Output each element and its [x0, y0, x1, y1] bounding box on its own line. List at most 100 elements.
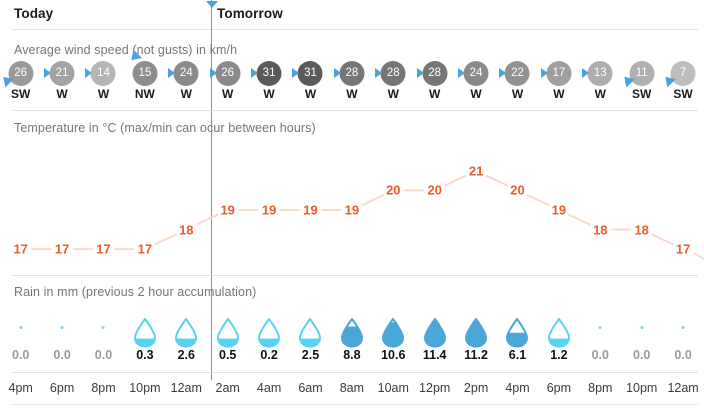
temperature-value-label: 19 [344, 202, 360, 218]
rain-value-label: 2.6 [177, 348, 195, 362]
temperature-value-label: 18 [179, 222, 194, 238]
time-label: 2am [215, 381, 240, 395]
wind-column: 17 W [538, 59, 579, 111]
wind-column: 28 W [331, 59, 372, 111]
day-label-today: Today [14, 6, 54, 21]
wind-row: 26 SW 21 W 14 W 15 NW 24 W 26 W 31 W 31 W 28 W 28 W 28 W 24 W 22… [0, 49, 704, 111]
wind-speed-badge: 14 [90, 61, 116, 86]
rain-cell: 0.0 [580, 304, 621, 372]
rain-column: 11.4 [414, 304, 455, 372]
rain-cell: 10.6 [373, 304, 414, 372]
time-cell: 6am [290, 373, 331, 409]
rain-cell: 0.0 [662, 304, 703, 372]
time-cell: 8pm [580, 373, 621, 409]
wind-direction-arrow-icon [168, 68, 176, 78]
rain-column: 0.0 [621, 304, 662, 372]
day-header: Today Tomorrow [0, 0, 704, 30]
wind-speed-badge: 28 [380, 61, 406, 86]
wind-direction-label: W [387, 87, 399, 101]
wind-cell: 28 W [331, 59, 372, 111]
wind-direction-label: NW [134, 87, 155, 101]
temperature-divider [12, 275, 698, 276]
time-cell: 10pm [124, 373, 165, 409]
wind-cell: 31 W [248, 59, 289, 111]
temperature-value-label: 17 [96, 241, 111, 257]
time-label: 10am [377, 381, 409, 395]
time-axis-column: 12am [662, 373, 703, 409]
time-label: 6pm [546, 381, 572, 395]
time-axis-column: 10pm [621, 373, 662, 409]
rain-value-label: 0.0 [674, 348, 692, 362]
wind-direction-label: W [263, 87, 275, 101]
temperature-value-label: 18 [593, 222, 608, 238]
wind-column: 15 NW [124, 49, 165, 111]
wind-speed-badge: 31 [297, 61, 323, 86]
temperature-value-label: 17 [54, 241, 70, 257]
time-cell: 2pm [455, 373, 496, 409]
temperature-value-label: 19 [551, 202, 567, 218]
rain-column: 0.0 [83, 304, 124, 372]
temperature-line-segment [568, 213, 591, 226]
time-axis-column: 4pm [497, 373, 538, 409]
rain-column: 0.5 [207, 304, 248, 372]
wind-direction-arrow-icon [458, 68, 466, 78]
rain-value-label: 10.6 [381, 348, 406, 362]
time-axis-column: 12pm [414, 373, 455, 409]
rain-droplet-icon [381, 317, 405, 348]
wind-direction-label: W [511, 87, 524, 101]
rain-droplet-icon [174, 317, 198, 348]
time-cell: 8pm [83, 373, 124, 409]
wind-speed-badge: 22 [504, 61, 530, 86]
rain-value-label: 0.0 [633, 348, 651, 362]
temperature-line-path [31, 174, 704, 261]
wind-column: 11 SW [619, 59, 662, 111]
day-label-tomorrow: Tomorrow [217, 6, 283, 21]
wind-direction-arrow-icon [582, 68, 590, 78]
temperature-value-label: 17 [137, 241, 153, 257]
rain-value-label: 11.4 [422, 348, 447, 362]
time-axis-column: 10am [373, 373, 414, 409]
rain-value-label: 0.3 [136, 348, 154, 362]
wind-speed-badge: 21 [49, 61, 75, 86]
wind-column: 24 W [166, 59, 207, 111]
rain-cell: 0.5 [207, 304, 248, 372]
no-rain-dot-icon [681, 326, 685, 329]
wind-cell: 15 NW [124, 49, 165, 111]
time-axis-column: 2pm [455, 373, 496, 409]
rain-row: 0.0 0.0 0.0 0.3 2.6 0.5 0.2 2.5 8.8 10.6 11.4 11.2 6… [0, 304, 704, 372]
wind-column: 21 W [41, 59, 82, 111]
temperature-value-label: 17 [13, 241, 28, 257]
wind-speed-badge: 17 [546, 61, 572, 86]
time-label: 12pm [419, 381, 451, 395]
wind-direction-arrow-icon [540, 68, 548, 78]
wind-cell: 28 W [373, 59, 414, 111]
rain-droplet-icon [423, 317, 447, 348]
time-cell: 10pm [621, 373, 662, 409]
wind-cell: 14 W [83, 59, 124, 111]
wind-direction-arrow-icon [251, 68, 259, 78]
wind-speed-badge: 31 [256, 61, 282, 86]
time-label: 6pm [49, 381, 75, 395]
rain-column: 0.0 [662, 304, 703, 372]
time-cell: 2am [207, 373, 248, 409]
time-axis: 4pm 6pm 8pm 10pm 12am 2am 4am 6am 8am 10am 12pm 2pm… [0, 373, 704, 409]
rain-column: 6.1 [497, 304, 538, 372]
rain-droplet-icon [340, 317, 364, 348]
temperature-value-label: 17 [675, 241, 691, 257]
wind-speed-badge: 28 [422, 61, 448, 86]
temperature-value-label: 19 [220, 202, 235, 218]
time-cell: 12pm [414, 373, 455, 409]
time-label: 8pm [91, 381, 116, 395]
wind-direction-arrow-icon [85, 68, 93, 78]
temperature-chart: 17 17 17 17 18 19 19 19 19 20 20 21 20 19 18 18 17 [0, 137, 704, 276]
wind-column: 28 W [373, 59, 414, 111]
time-axis-column: 10pm [124, 373, 165, 409]
wind-cell: 24 W [455, 59, 496, 111]
wind-section: Average wind speed (not gusts) in km/h 2… [0, 31, 704, 111]
wind-direction-label: SW [632, 87, 652, 101]
wind-speed-badge: 11 [629, 61, 655, 86]
time-label: 10pm [129, 381, 161, 395]
temperature-value-label: 20 [510, 182, 525, 198]
wind-speed-badge: 13 [587, 61, 613, 86]
